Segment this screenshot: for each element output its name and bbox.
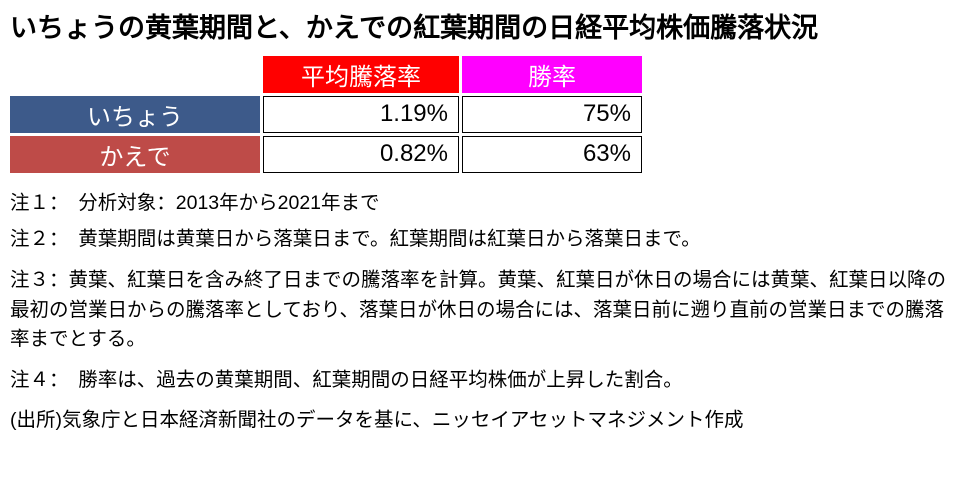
stats-table: 平均騰落率 勝率 いちょう 1.19% 75% かえで 0.82% 63%	[10, 55, 952, 173]
footnote-3: 注３：黄葉、紅葉日を含み終了日までの騰落率を計算。黄葉、紅葉日が休日の場合には黄…	[10, 269, 947, 351]
row-label-kaede: かえで	[10, 135, 260, 173]
footnote-2: 注２： 黄葉期間は黄葉日から落葉日まで。紅葉期間は紅葉日から落葉日まで。	[10, 228, 701, 251]
value-kaede-win-rate: 63%	[462, 135, 642, 173]
row-label-ichou: いちょう	[10, 95, 260, 133]
value-ichou-win-rate: 75%	[462, 95, 642, 133]
column-header-win-rate: 勝率	[462, 55, 642, 93]
value-kaede-avg-change: 0.82%	[263, 135, 459, 173]
footnotes: 注１： 分析対象：2013年から2021年まで 注２： 黄葉期間は黄葉日から落葉…	[10, 189, 954, 435]
page-title: いちょうの黄葉期間と、かえでの紅葉期間の日経平均株価騰落状況	[10, 13, 819, 43]
column-header-avg-change: 平均騰落率	[263, 55, 459, 93]
footnote-4: 注４： 勝率は、過去の黄葉期間、紅葉期間の日経平均株価が上昇した割合。	[10, 368, 683, 391]
table-corner-cell	[10, 56, 260, 93]
footnote-1: 注１： 分析対象：2013年から2021年まで	[10, 191, 380, 214]
value-ichou-avg-change: 1.19%	[263, 95, 459, 133]
source-attribution: (出所)気象庁と日本経済新聞社のデータを基に、ニッセイアセットマネジメント作成	[10, 408, 744, 431]
